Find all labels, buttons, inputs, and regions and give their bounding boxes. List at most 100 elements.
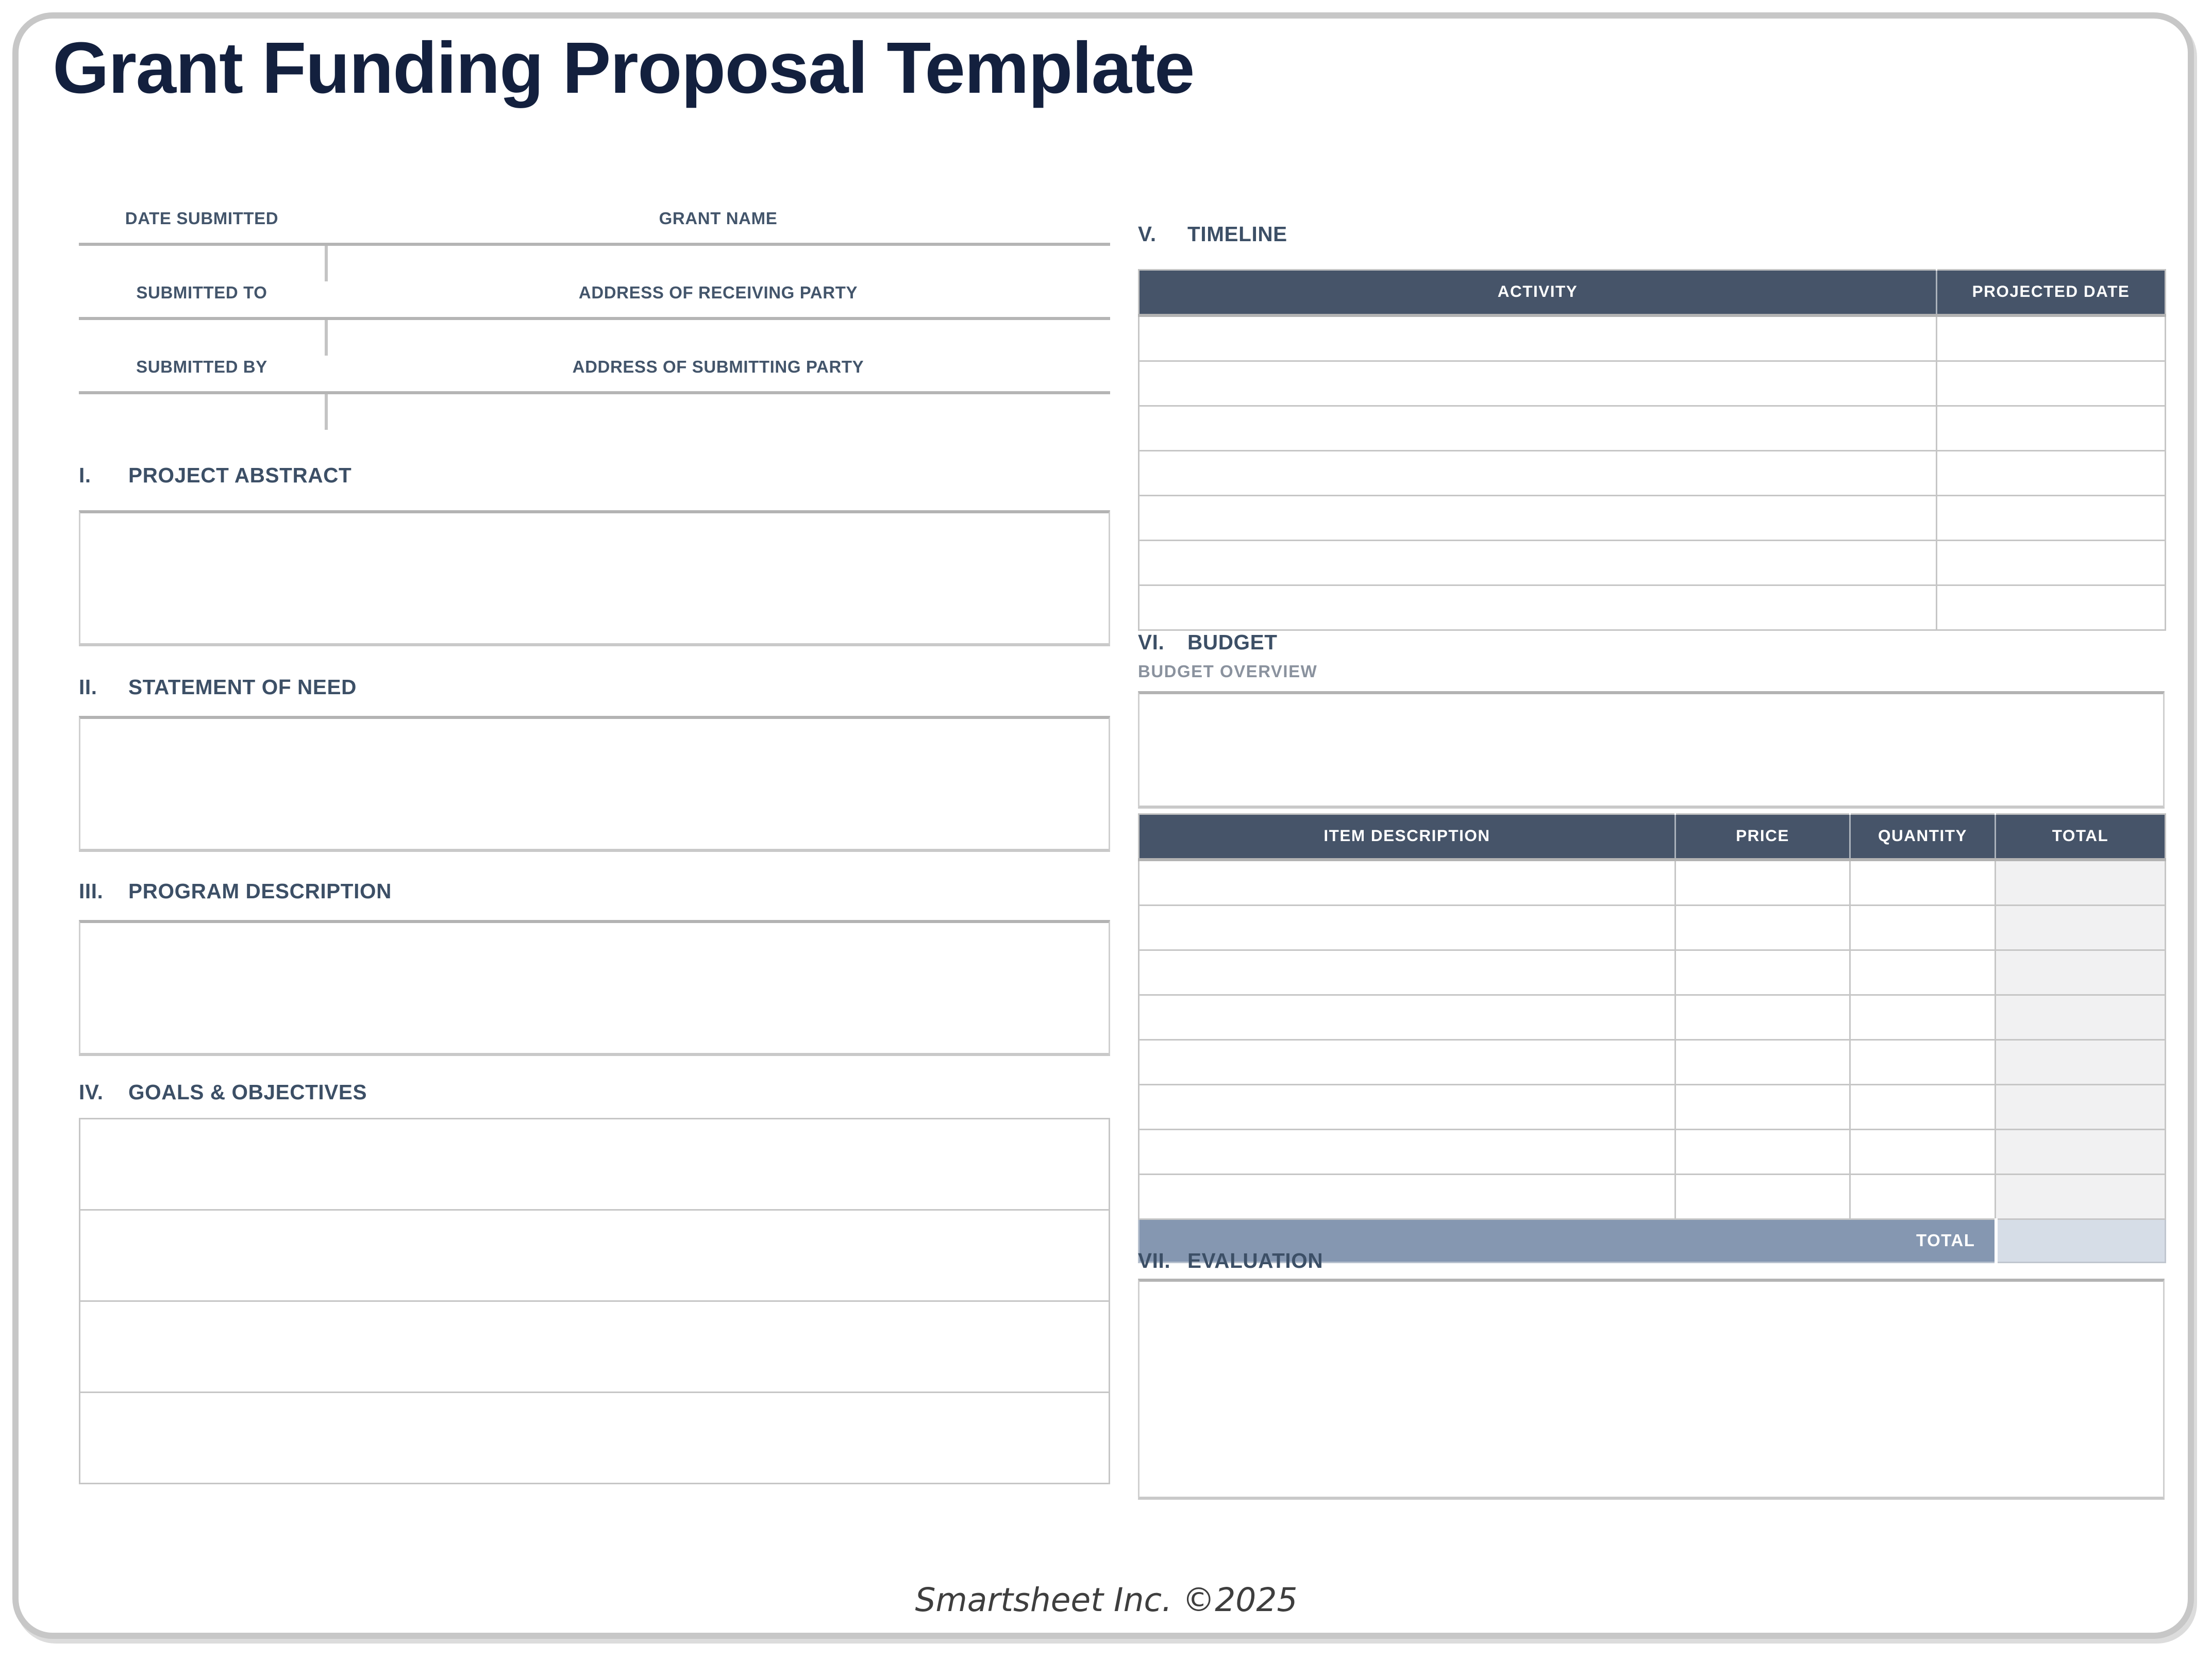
budget-row — [1138, 904, 2166, 951]
form-row-rule — [79, 391, 1110, 394]
timeline-activity-cell[interactable] — [1138, 495, 1937, 541]
budget-total-cell — [1995, 949, 2166, 996]
section-numeral: V. — [1138, 223, 1157, 246]
grant-name-label: GRANT NAME — [659, 210, 778, 229]
goal-row-cell[interactable] — [79, 1118, 1110, 1211]
budget-quantity-cell[interactable] — [1849, 1129, 1996, 1175]
budget-quantity-cell[interactable] — [1849, 859, 1996, 906]
budget-item-cell[interactable] — [1138, 1129, 1676, 1175]
timeline-date-cell[interactable] — [1936, 540, 2166, 586]
goal-row — [79, 1392, 1110, 1484]
timeline-row — [1138, 540, 2166, 586]
section-heading-timeline: V. TIMELINE — [1138, 223, 1287, 246]
timeline-date-cell[interactable] — [1936, 584, 2166, 631]
budget-total-cell — [1995, 904, 2166, 951]
date-submitted-label: DATE SUBMITTED — [125, 210, 279, 229]
section-numeral: VI. — [1138, 631, 1165, 654]
budget-price-cell[interactable] — [1674, 1039, 1851, 1085]
field-divider-tick — [325, 246, 328, 281]
program-description-box[interactable] — [79, 920, 1110, 1056]
section-title: EVALUATION — [1187, 1249, 1323, 1272]
budget-row — [1138, 1039, 2166, 1085]
submitted-to-field[interactable] — [79, 320, 323, 357]
address-receiving-field[interactable] — [328, 320, 1110, 357]
section-title: GOALS & OBJECTIVES — [128, 1081, 367, 1104]
budget-item-cell[interactable] — [1138, 949, 1676, 996]
goal-row — [79, 1118, 1110, 1211]
timeline-date-cell[interactable] — [1936, 405, 2166, 451]
budget-quantity-cell[interactable] — [1849, 1084, 1996, 1130]
timeline-date-cell[interactable] — [1936, 495, 2166, 541]
budget-quantity-cell[interactable] — [1849, 1039, 1996, 1085]
section-heading-goals-objectives: IV. GOALS & OBJECTIVES — [79, 1081, 367, 1104]
budget-item-cell[interactable] — [1138, 1084, 1676, 1130]
budget-quantity-cell[interactable] — [1849, 994, 1996, 1041]
budget-item-cell[interactable] — [1138, 1174, 1676, 1220]
goal-row-cell[interactable] — [79, 1300, 1110, 1393]
section-numeral: II. — [79, 676, 97, 699]
project-abstract-box[interactable] — [79, 510, 1110, 646]
submitted-by-field[interactable] — [79, 394, 323, 431]
timeline-row — [1138, 584, 2166, 631]
timeline-date-cell[interactable] — [1936, 360, 2166, 407]
budget-price-cell[interactable] — [1674, 904, 1851, 951]
goal-row-cell[interactable] — [79, 1392, 1110, 1484]
budget-col-price: PRICE — [1675, 814, 1851, 861]
submitted-by-label: SUBMITTED BY — [136, 359, 267, 377]
field-divider-tick — [325, 320, 328, 356]
timeline-date-cell[interactable] — [1936, 450, 2166, 496]
section-heading-budget: VI. BUDGET — [1138, 631, 1278, 654]
section-numeral: IV. — [79, 1081, 104, 1104]
budget-overview-box[interactable] — [1138, 691, 2165, 809]
goal-row — [79, 1300, 1110, 1393]
budget-quantity-cell[interactable] — [1849, 1174, 1996, 1220]
section-heading-program-description: III. PROGRAM DESCRIPTION — [79, 880, 392, 903]
budget-total-cell — [1995, 1084, 2166, 1130]
budget-row — [1138, 994, 2166, 1041]
budget-item-cell[interactable] — [1138, 904, 1676, 951]
budget-header-row: ITEM DESCRIPTION PRICE QUANTITY TOTAL — [1138, 814, 2166, 861]
budget-total-cell — [1995, 1174, 2166, 1220]
budget-item-cell[interactable] — [1138, 994, 1676, 1041]
timeline-row — [1138, 495, 2166, 541]
budget-quantity-cell[interactable] — [1849, 949, 1996, 996]
section-title: BUDGET — [1187, 631, 1278, 654]
timeline-col-activity: ACTIVITY — [1138, 270, 1937, 317]
budget-price-cell[interactable] — [1674, 1174, 1851, 1220]
timeline-activity-cell[interactable] — [1138, 584, 1937, 631]
timeline-row — [1138, 360, 2166, 407]
budget-item-cell[interactable] — [1138, 859, 1676, 906]
form-row-rule — [79, 317, 1110, 320]
budget-price-cell[interactable] — [1674, 1084, 1851, 1130]
section-numeral: III. — [79, 880, 104, 903]
budget-item-cell[interactable] — [1138, 1039, 1676, 1085]
budget-price-cell[interactable] — [1674, 994, 1851, 1041]
budget-table: ITEM DESCRIPTION PRICE QUANTITY TOTAL TO… — [1138, 813, 2166, 1263]
budget-total-cell — [1995, 1129, 2166, 1175]
timeline-activity-cell[interactable] — [1138, 540, 1937, 586]
timeline-row — [1138, 314, 2166, 362]
goal-row — [79, 1209, 1110, 1302]
budget-price-cell[interactable] — [1674, 859, 1851, 906]
timeline-activity-cell[interactable] — [1138, 314, 1937, 362]
date-submitted-field[interactable] — [79, 246, 323, 283]
budget-col-quantity: QUANTITY — [1850, 814, 1996, 861]
budget-row — [1138, 859, 2166, 906]
evaluation-box[interactable] — [1138, 1279, 2165, 1500]
grant-name-field[interactable] — [328, 246, 1110, 283]
page-title: Grant Funding Proposal Template — [53, 26, 1195, 108]
section-numeral: I. — [79, 464, 91, 487]
goal-row-cell[interactable] — [79, 1209, 1110, 1302]
address-submitting-field[interactable] — [328, 394, 1110, 431]
budget-price-cell[interactable] — [1674, 1129, 1851, 1175]
timeline-activity-cell[interactable] — [1138, 405, 1937, 451]
timeline-date-cell[interactable] — [1936, 314, 2166, 362]
timeline-table: ACTIVITY PROJECTED DATE — [1138, 269, 2166, 631]
timeline-activity-cell[interactable] — [1138, 360, 1937, 407]
section-heading-project-abstract: I. PROJECT ABSTRACT — [79, 464, 351, 487]
budget-quantity-cell[interactable] — [1849, 904, 1996, 951]
budget-price-cell[interactable] — [1674, 949, 1851, 996]
timeline-activity-cell[interactable] — [1138, 450, 1937, 496]
statement-of-need-box[interactable] — [79, 716, 1110, 852]
